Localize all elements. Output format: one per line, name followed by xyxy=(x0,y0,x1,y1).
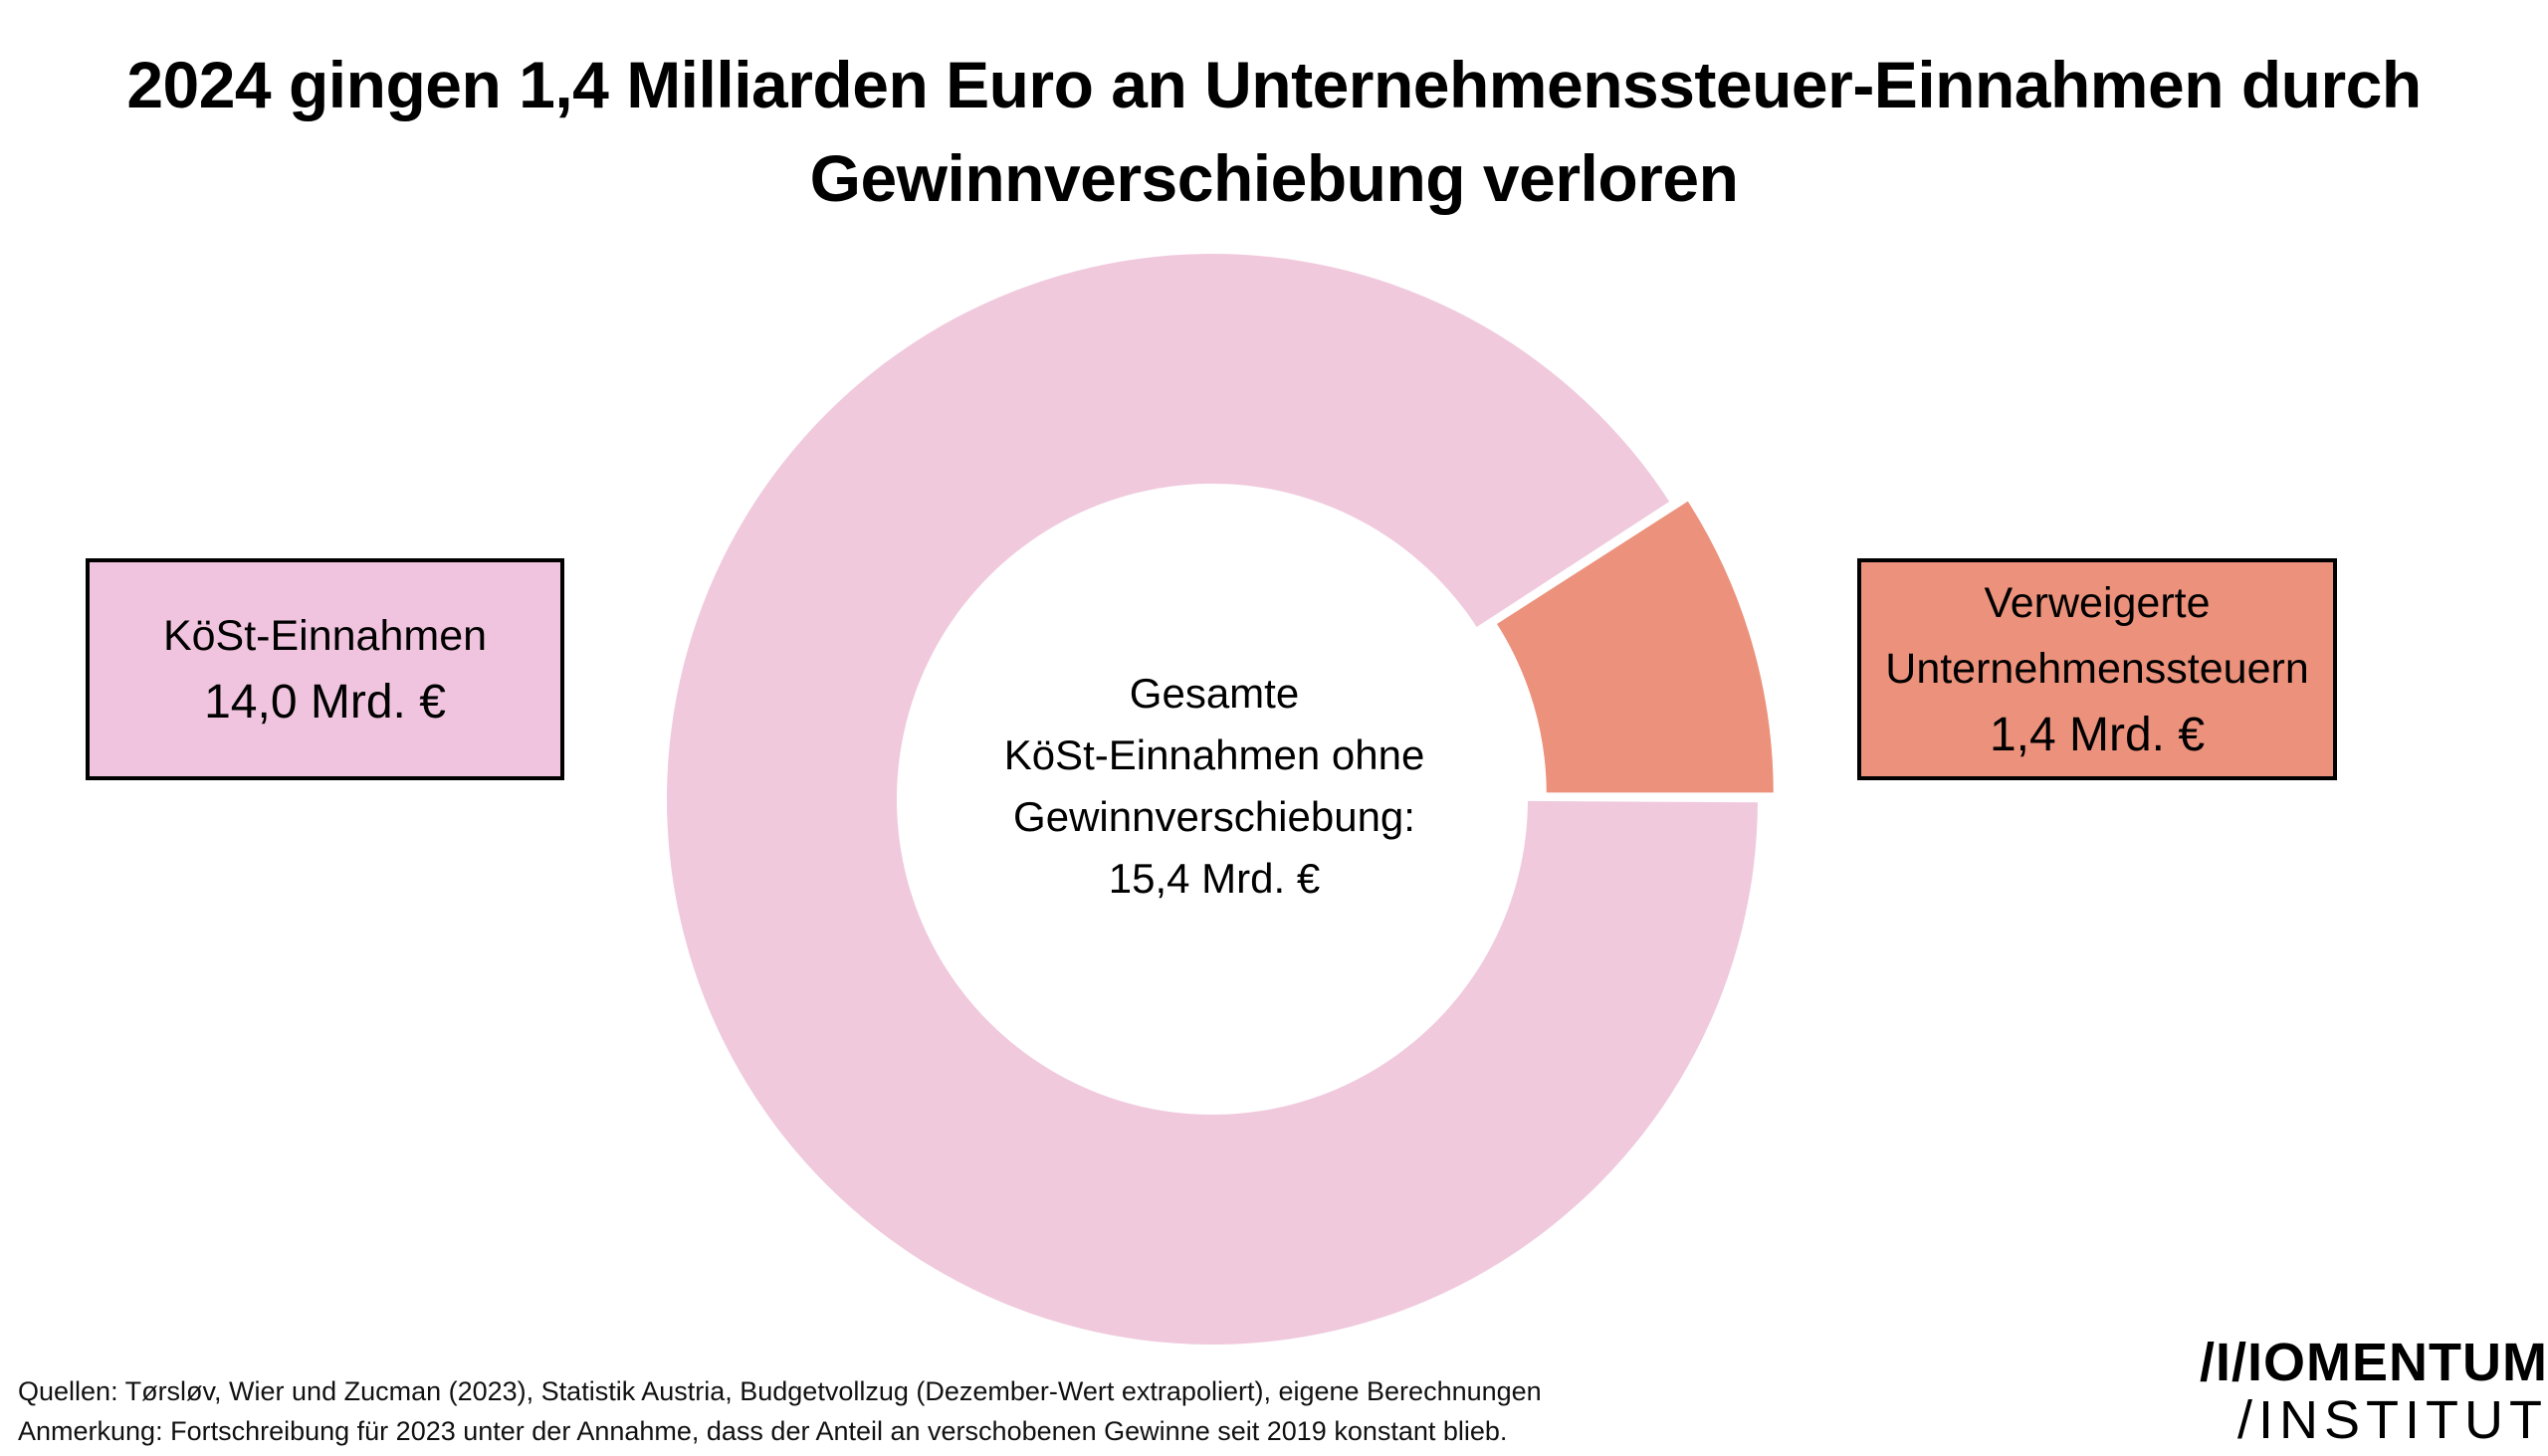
legend-box-verweigert: Verweigerte Unternehmenssteuern 1,4 Mrd.… xyxy=(1857,558,2337,780)
footer-sources: Quellen: Tørsløv, Wier und Zucman (2023)… xyxy=(18,1376,1542,1406)
legend-label-verweigert-2: Unternehmenssteuern xyxy=(1885,644,2309,693)
center-label-line-4: 15,4 Mrd. € xyxy=(1108,855,1321,902)
legend-box-koest: KöSt-Einnahmen 14,0 Mrd. € xyxy=(86,558,564,780)
donut-slice-verweigert xyxy=(1492,497,1777,796)
donut-center-label: Gesamte KöSt-Einnahmen ohne Gewinnversch… xyxy=(916,663,1513,910)
legend-value-koest: 14,0 Mrd. € xyxy=(204,675,446,728)
legend-label-koest: KöSt-Einnahmen xyxy=(162,611,488,660)
center-label-line-2: KöSt-Einnahmen ohne xyxy=(1003,731,1425,778)
logo-line-1: /I/IOMENTUM xyxy=(2200,1333,2548,1392)
donut-slices xyxy=(666,254,1777,1346)
momentum-institut-logo: /I/IOMENTUM /INSTITUT xyxy=(2150,1334,2548,1449)
legend-label-verweigert-1: Verweigerte xyxy=(1984,578,2211,627)
center-label-line-3: Gewinnverschiebung: xyxy=(1013,793,1415,840)
footer-note: Anmerkung: Fortschreibung für 2023 unter… xyxy=(18,1416,1508,1446)
footer-notes: Quellen: Tørsløv, Wier und Zucman (2023)… xyxy=(18,1371,1542,1451)
legend-value-verweigert: 1,4 Mrd. € xyxy=(1989,708,2206,761)
chart-title: 2024 gingen 1,4 Milliarden Euro an Unter… xyxy=(126,48,2422,215)
donut-slice-koest xyxy=(666,254,1758,1346)
logo-line-2: /INSTITUT xyxy=(2237,1390,2548,1450)
center-label-line-1: Gesamte xyxy=(1129,670,1300,717)
